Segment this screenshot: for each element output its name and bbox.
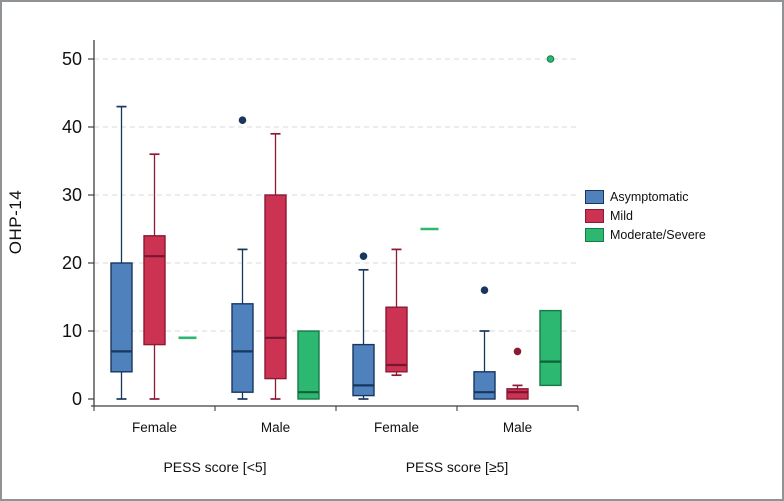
svg-text:30: 30 [62,185,82,205]
svg-text:Male: Male [503,420,532,435]
legend-item-moderate-severe: Moderate/Severe [585,228,706,242]
legend-swatch [585,190,604,204]
legend-label: Mild [610,209,633,223]
chart-legend: Asymptomatic Mild Moderate/Severe [585,190,706,247]
legend-item-mild: Mild [585,209,706,223]
svg-text:50: 50 [62,49,82,69]
svg-text:20: 20 [62,253,82,273]
legend-swatch [585,228,604,242]
svg-text:10: 10 [62,321,82,341]
legend-item-asymptomatic: Asymptomatic [585,190,706,204]
svg-text:Male: Male [261,420,290,435]
svg-text:Female: Female [132,420,177,435]
svg-text:0: 0 [72,389,82,409]
legend-swatch [585,209,604,223]
svg-text:40: 40 [62,117,82,137]
legend-label: Moderate/Severe [610,228,706,242]
svg-text:PESS score [≥5]: PESS score [≥5] [406,459,509,475]
svg-text:PESS score [<5]: PESS score [<5] [163,459,266,475]
svg-text:Female: Female [374,420,419,435]
legend-label: Asymptomatic [610,190,689,204]
y-axis-label: OHP-14 [6,189,25,255]
